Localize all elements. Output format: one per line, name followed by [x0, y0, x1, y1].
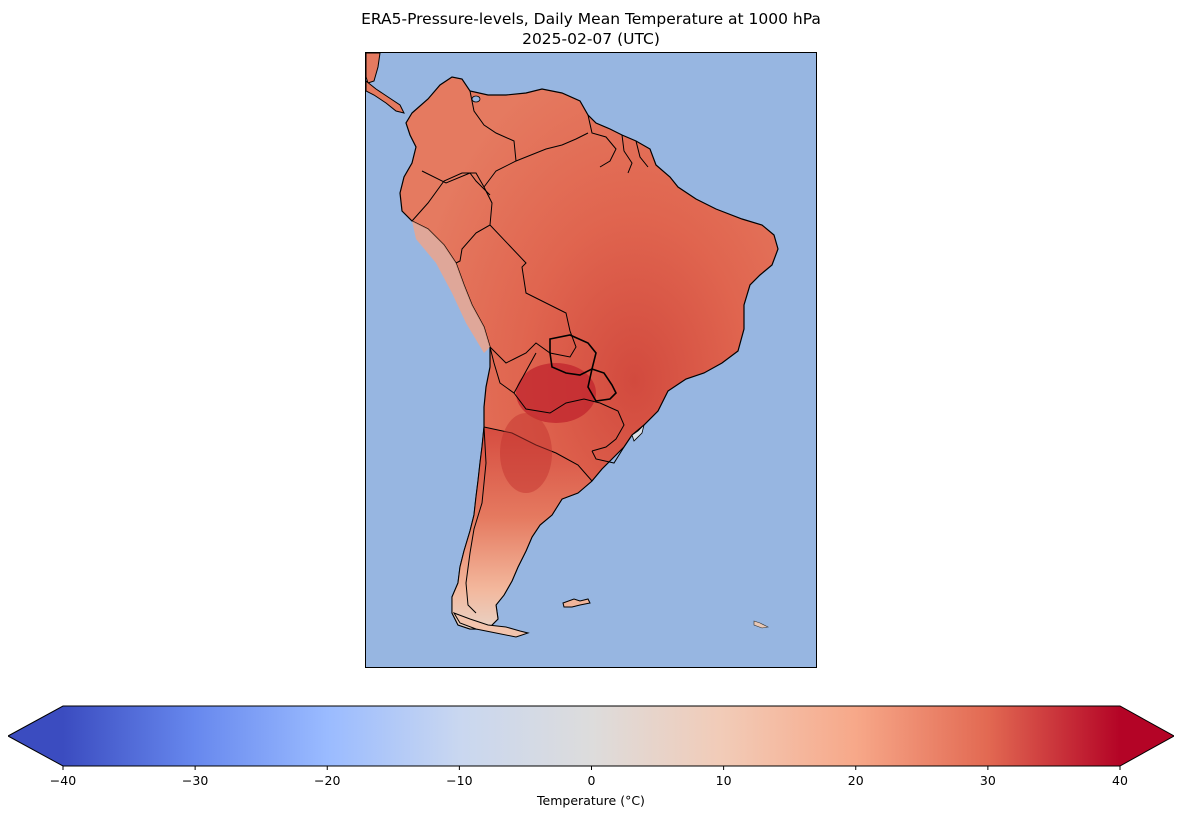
- colorbar: [8, 705, 1174, 770]
- colorbar-tick-label: 40: [1112, 773, 1128, 788]
- panama-landmass: [366, 80, 405, 114]
- patagonia-region: [451, 426, 593, 630]
- country-borders: [411, 90, 649, 614]
- colorbar-tick-label: 30: [979, 773, 996, 788]
- central-america-landmass: [366, 53, 381, 84]
- colorbar-tick-label: 20: [847, 773, 864, 788]
- tierra-del-fuego: [452, 612, 530, 638]
- temperature-map: [366, 53, 779, 638]
- colorbar-body: [63, 706, 1120, 766]
- colorbar-tick-label: 0: [587, 773, 596, 788]
- map-panel: [365, 52, 817, 668]
- colorbar-label: Temperature (°C): [537, 793, 645, 808]
- heat-core-region: [516, 363, 596, 423]
- colorbar-tick-label: −40: [49, 773, 77, 788]
- chart-title: ERA5-Pressure-levels, Daily Mean Tempera…: [361, 10, 821, 28]
- andes-region: [412, 221, 490, 353]
- colorbar-tick-label: −30: [181, 773, 209, 788]
- chart-subtitle-date: 2025-02-07 (UTC): [522, 30, 660, 48]
- colorbar-tick-label: −20: [314, 773, 341, 788]
- lake-titicaca: [471, 95, 481, 103]
- colorbar-extend-min: [8, 706, 63, 766]
- falkland-islands: [562, 598, 591, 608]
- south-america-landmass: [399, 76, 779, 630]
- colorbar-extend-max: [1120, 706, 1174, 766]
- colorbar-tick-label: −10: [446, 773, 473, 788]
- colorbar-tick-label: 10: [715, 773, 732, 788]
